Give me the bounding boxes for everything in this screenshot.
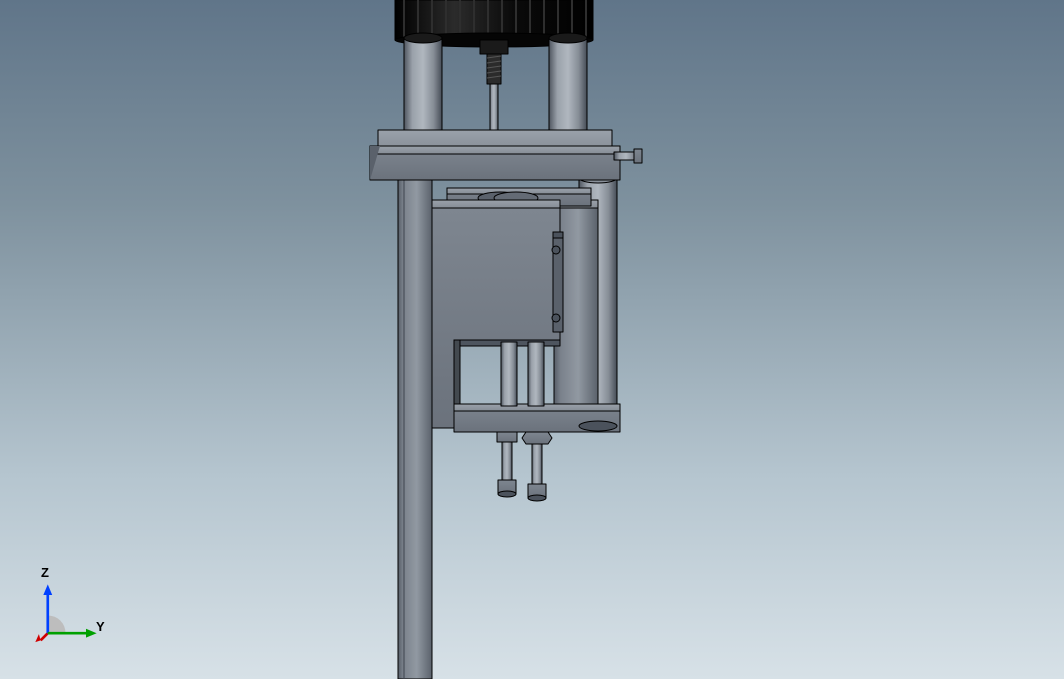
view-triad[interactable]: Z Y — [30, 571, 110, 651]
triad-x-arrow — [35, 634, 40, 642]
triad-x-axis — [41, 633, 48, 640]
lower-rod-cap — [579, 421, 617, 431]
model-render — [0, 0, 1064, 679]
probe-a — [497, 432, 517, 497]
upper-carriage-plate — [370, 146, 620, 180]
inner-rod-a — [501, 342, 517, 406]
triad-z-label: Z — [41, 565, 49, 580]
probe-b — [522, 432, 552, 501]
triad-y-label: Y — [96, 619, 105, 634]
inner-rod-b — [528, 342, 544, 406]
triad-origin-fill — [48, 615, 66, 633]
vertical-arm — [398, 178, 432, 679]
triad-svg — [30, 571, 110, 651]
triad-z-arrow — [43, 584, 52, 595]
cad-viewport[interactable]: Z Y — [0, 0, 1064, 679]
